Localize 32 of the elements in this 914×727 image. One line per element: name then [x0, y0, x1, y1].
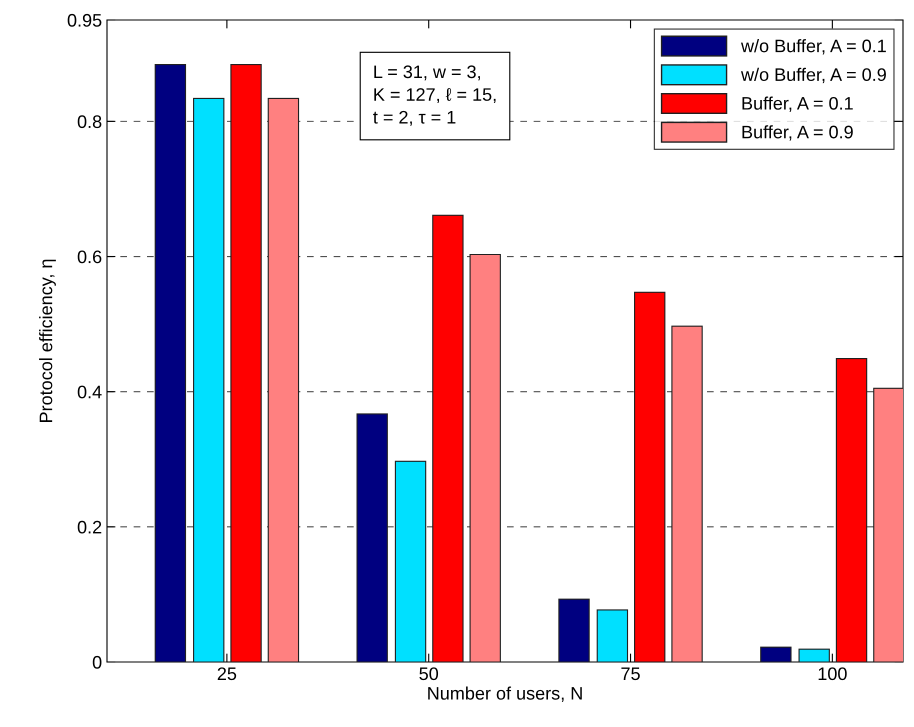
bar	[154, 64, 186, 662]
bar	[470, 254, 501, 662]
bar	[760, 646, 792, 662]
y-tick-label: 0.4	[78, 386, 102, 398]
y-tick-label: 0.6	[78, 250, 102, 264]
x-tick-label: 25	[218, 667, 236, 680]
bar	[671, 326, 703, 662]
x-tick-label: 75	[621, 668, 640, 680]
bar	[836, 358, 868, 662]
x-axis-title: Number of users, N	[428, 686, 582, 702]
legend-label: w/o Buffer, A = 0.1	[740, 39, 886, 54]
bar	[798, 648, 830, 662]
y-tick-label: 0.8	[78, 115, 102, 128]
bar	[193, 98, 224, 662]
y-tick-label: 0.2	[78, 520, 102, 534]
annotation: L = 31, w = 3, K = 127, ℓ = 15, t = 2, τ = 1	[373, 65, 496, 126]
y-tick-label: 0.95	[68, 14, 102, 27]
bar	[432, 214, 464, 662]
bar	[268, 98, 300, 662]
bar	[596, 609, 628, 662]
x-tick-label: 50	[419, 667, 438, 680]
y-tick-label: 0	[92, 656, 102, 669]
legend-label: Buffer, A = 0.9	[742, 125, 853, 141]
x-tick-label: 100	[818, 667, 847, 680]
y-axis-title: Protocol efficiency, η	[39, 260, 56, 422]
bar	[230, 64, 262, 662]
legend-label: Buffer, A = 0.1	[742, 96, 853, 112]
bar	[558, 598, 590, 662]
bar	[356, 413, 388, 662]
bar	[634, 292, 666, 662]
legend-label: w/o Buffer, A = 0.9	[740, 68, 886, 84]
bar	[394, 460, 426, 662]
